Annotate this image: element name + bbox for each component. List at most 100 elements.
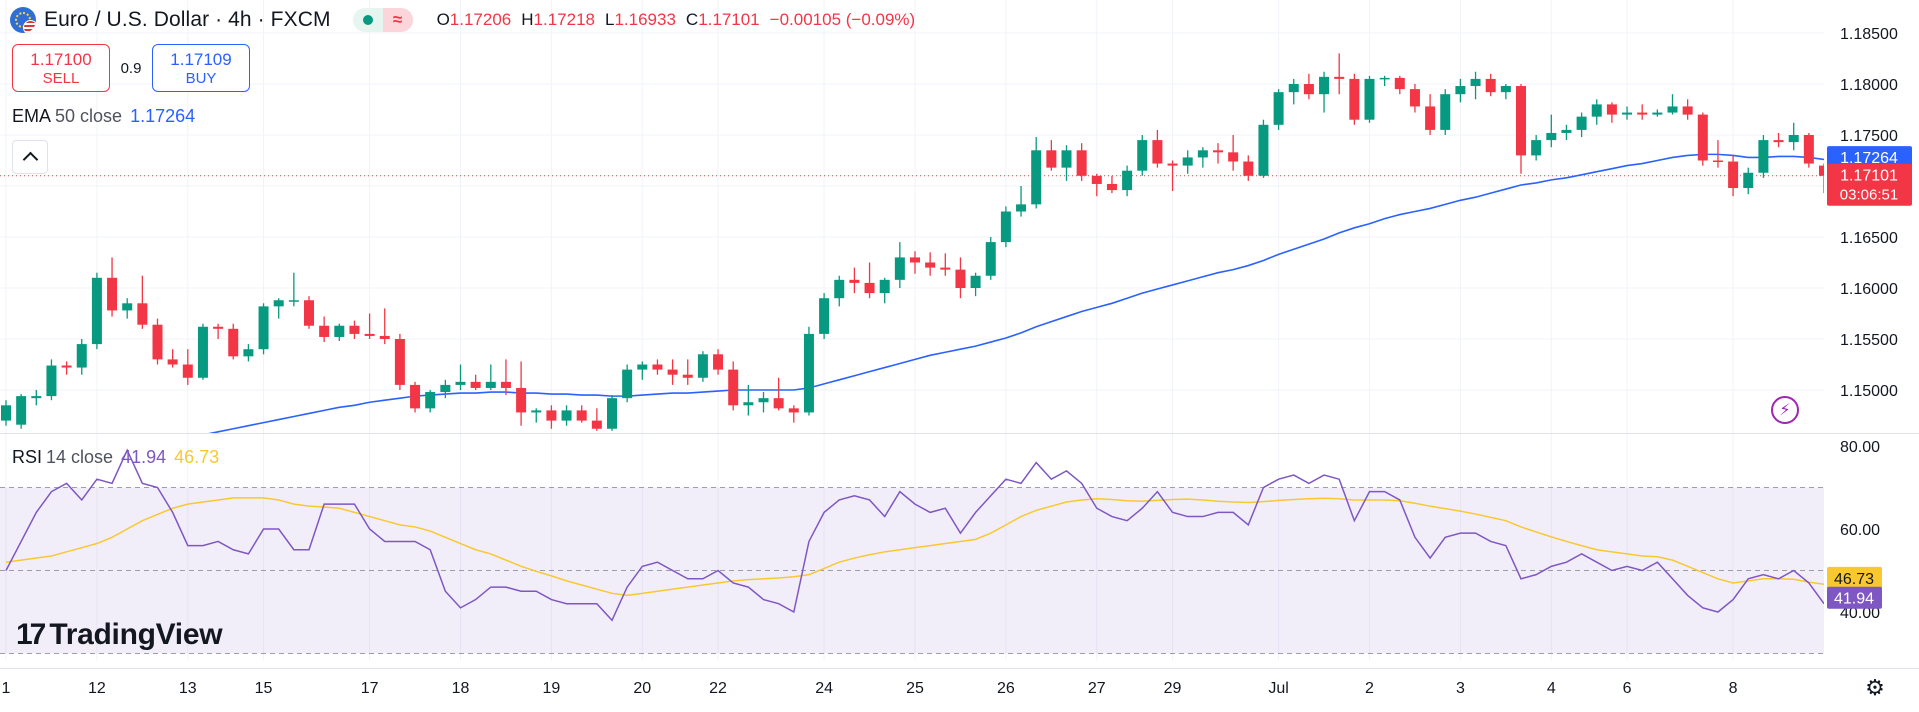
market-status-pill[interactable]: ≈ — [352, 8, 413, 32]
candle — [1016, 186, 1027, 217]
candle — [1258, 119, 1269, 178]
price-axis-tick: 1.15000 — [1840, 383, 1898, 400]
candle — [1379, 75, 1390, 87]
candle-body — [561, 410, 572, 421]
tradingview-logo[interactable]: 17 TradingView — [16, 618, 223, 652]
candle-body — [137, 303, 148, 325]
rsi-ma-line — [5, 497, 1824, 597]
candle — [561, 405, 572, 426]
candle — [440, 379, 451, 399]
candle-body — [1228, 152, 1239, 162]
buy-button[interactable]: 1.17109 BUY — [152, 44, 250, 92]
candle-body — [364, 333, 375, 336]
candle — [1364, 75, 1375, 123]
candle — [1394, 75, 1405, 95]
rsi-ma-axis-label: 46.73 — [1827, 566, 1882, 589]
candle-body — [1409, 89, 1420, 107]
candle — [1470, 71, 1481, 100]
candle — [516, 361, 527, 426]
tradingview-logo-icon: 17 — [16, 618, 46, 651]
candle-body — [1531, 140, 1542, 156]
candle — [379, 308, 390, 345]
candle-body — [1349, 78, 1360, 120]
tradingview-logo-text: TradingView — [49, 618, 223, 651]
candle — [152, 318, 163, 365]
candle — [925, 252, 936, 276]
candle — [500, 359, 511, 396]
price-axis-tick: 1.16500 — [1840, 230, 1898, 247]
candle — [470, 374, 481, 390]
candle-body — [288, 300, 299, 302]
candle — [1546, 114, 1557, 148]
lightning-icon[interactable]: ⚡ — [1771, 396, 1799, 424]
candle — [182, 349, 193, 385]
candle-body — [107, 277, 118, 311]
candle-body — [1561, 129, 1572, 133]
candle — [364, 313, 375, 339]
candle-body — [531, 410, 542, 413]
candle-body — [1516, 86, 1526, 156]
time-axis-tick: 15 — [255, 680, 273, 697]
time-axis-tick: 25 — [906, 680, 924, 697]
eur-usd-flag-icon — [10, 7, 36, 33]
ema-legend[interactable]: EMA 50 close 1.17264 — [12, 106, 195, 127]
candle-body — [46, 365, 57, 397]
candle-body — [1788, 135, 1799, 143]
candle-body — [76, 344, 87, 368]
candle-body — [1546, 132, 1557, 141]
candle — [485, 364, 496, 390]
candle — [213, 323, 224, 339]
rsi-legend[interactable]: RSI 14 close 41.94 46.73 — [12, 447, 219, 468]
chart-header: Euro / U.S. Dollar · 4h · FXCM ≈ O1.1720… — [10, 6, 915, 34]
candle — [410, 381, 421, 413]
candle-body — [1455, 86, 1466, 95]
candle-body — [1379, 77, 1390, 80]
chevron-up-icon — [22, 151, 38, 168]
candle-body — [1728, 161, 1739, 189]
candle-body — [803, 333, 814, 413]
market-open-icon — [352, 8, 383, 32]
candle-body — [470, 381, 481, 388]
candle-body — [1743, 172, 1754, 189]
candle — [743, 384, 754, 416]
candle-body — [319, 325, 330, 337]
candle — [91, 272, 102, 350]
candle — [1182, 150, 1193, 174]
gear-icon[interactable]: ⚙ — [1865, 675, 1885, 700]
spread-value: 0.9 — [120, 59, 142, 77]
candle-body — [304, 300, 314, 326]
collapse-legend-button[interactable] — [12, 140, 48, 174]
candle-body — [1500, 86, 1511, 93]
rsi-axis-tick: 80.00 — [1840, 439, 1880, 456]
ohlc-readout: O1.17206 H1.17218 L1.16933 C1.17101 −0.0… — [437, 10, 916, 30]
candle-body — [1682, 106, 1693, 115]
candle-body — [349, 325, 360, 334]
candle — [637, 361, 648, 380]
candle-body — [1167, 163, 1178, 166]
candle — [940, 253, 951, 276]
candle-body — [1606, 104, 1617, 115]
candle-body — [1197, 150, 1208, 158]
time-axis-tick: 26 — [997, 680, 1015, 697]
candle-body — [1637, 112, 1648, 115]
candle-body — [91, 277, 102, 345]
candle — [607, 395, 617, 431]
candle — [1728, 155, 1739, 197]
candle-body — [516, 387, 527, 413]
candle-body — [455, 381, 466, 385]
candle — [910, 251, 920, 274]
candle-body — [1334, 76, 1345, 79]
time-axis-tick: 29 — [1164, 680, 1182, 697]
candle-body — [1016, 204, 1027, 212]
candle-body — [500, 381, 511, 388]
sell-button[interactable]: 1.17100 SELL — [12, 44, 110, 92]
candle-body — [652, 364, 663, 370]
candle — [1349, 73, 1360, 125]
candle-body — [1394, 77, 1405, 90]
candle-body — [864, 282, 875, 294]
price-axis-tick: 1.16000 — [1840, 281, 1898, 298]
candle — [1697, 112, 1708, 166]
candle — [1743, 167, 1754, 195]
symbol-title[interactable]: Euro / U.S. Dollar · 4h · FXCM — [44, 8, 331, 31]
